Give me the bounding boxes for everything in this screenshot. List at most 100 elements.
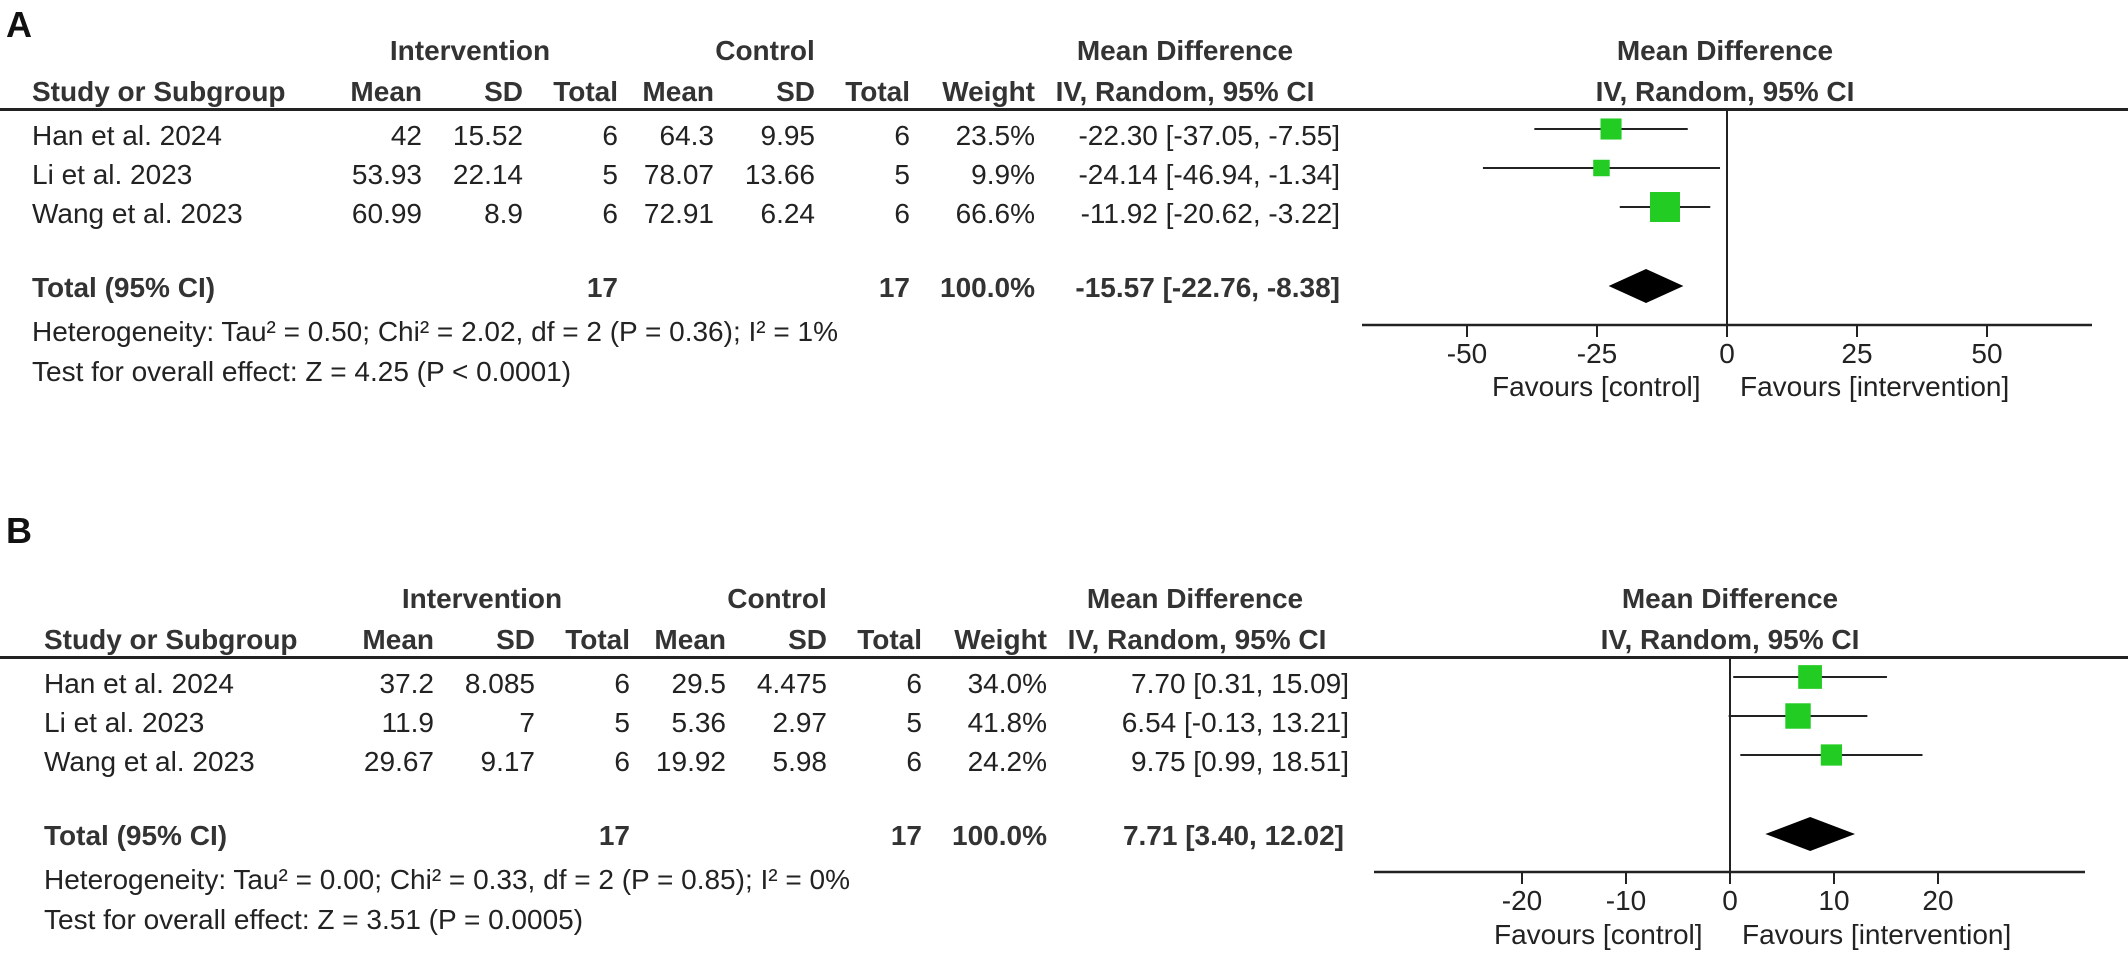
study-name: Han et al. 2024 bbox=[44, 668, 234, 699]
total1-cell: 6 bbox=[614, 668, 630, 699]
sd1-cell: 8.9 bbox=[484, 198, 523, 229]
summary-diamond bbox=[1765, 817, 1856, 851]
x-tick-label: -25 bbox=[1577, 338, 1617, 369]
total2-header: Total bbox=[845, 76, 910, 107]
weight-cell: 24.2% bbox=[967, 746, 1047, 777]
total1-cell: 6 bbox=[602, 120, 618, 151]
sd1-header: SD bbox=[496, 624, 535, 655]
mean2-cell: 78.07 bbox=[643, 159, 714, 190]
control-header: Control bbox=[727, 583, 827, 614]
total2-cell: 6 bbox=[894, 120, 910, 151]
study-marker bbox=[1593, 159, 1610, 177]
sd2-header: SD bbox=[788, 624, 827, 655]
weight-cell: 23.5% bbox=[955, 120, 1035, 151]
md-table-header: Mean Difference bbox=[1076, 35, 1294, 66]
mean2-cell: 29.5 bbox=[671, 668, 727, 699]
total2-cell: 6 bbox=[906, 746, 922, 777]
panel-label: B bbox=[6, 510, 32, 551]
sd2-header: SD bbox=[776, 76, 815, 107]
total1-header: Total bbox=[553, 76, 618, 107]
mean1-cell: 11.9 bbox=[381, 707, 434, 738]
total2-cell: 5 bbox=[906, 707, 922, 738]
total1-cell: 5 bbox=[614, 707, 630, 738]
sd2-cell: 6.24 bbox=[760, 198, 816, 229]
sd1-cell: 15.52 bbox=[452, 120, 523, 151]
mean2-header: Mean bbox=[642, 76, 714, 107]
total2-header: Total bbox=[857, 624, 922, 655]
intervention-header: Intervention bbox=[401, 583, 563, 614]
ci-cell: 6.54 [-0.13, 13.21] bbox=[1121, 707, 1349, 738]
study-marker bbox=[1600, 118, 1622, 140]
x-tick-label: 20 bbox=[1922, 885, 1953, 916]
sd2-cell: 5.98 bbox=[772, 746, 828, 777]
total1-cell: 17 bbox=[598, 820, 630, 851]
sd2-cell: 9.95 bbox=[760, 120, 816, 151]
total2-cell: 6 bbox=[894, 198, 910, 229]
intervention-header: Intervention bbox=[389, 35, 551, 66]
sd1-header: SD bbox=[484, 76, 523, 107]
weight-cell: 34.0% bbox=[967, 668, 1047, 699]
sd1-cell: 22.14 bbox=[452, 159, 523, 190]
weight-header: Weight bbox=[942, 76, 1035, 107]
sd1-cell: 7 bbox=[519, 707, 535, 738]
md-plot-header: Mean Difference bbox=[1621, 583, 1839, 614]
favours-control-label: Favours [control] bbox=[1492, 371, 1701, 402]
sd1-cell: 9.17 bbox=[480, 746, 536, 777]
panel-b: B Intervention Control Mean Difference M… bbox=[0, 480, 2128, 960]
ci-plot-header: IV, Random, 95% CI bbox=[1595, 76, 1855, 107]
x-tick-label: 10 bbox=[1818, 885, 1849, 916]
x-tick-label: 50 bbox=[1971, 338, 2002, 369]
sd2-cell: 2.97 bbox=[772, 707, 828, 738]
favours-intervention-label: Favours [intervention] bbox=[1742, 919, 2012, 950]
overall-effect-text: Test for overall effect: Z = 3.51 (P = 0… bbox=[44, 904, 584, 935]
mean1-cell: 37.2 bbox=[379, 668, 435, 699]
mean2-header: Mean bbox=[654, 624, 726, 655]
summary-diamond bbox=[1608, 269, 1684, 303]
study-column-header: Study or Subgroup bbox=[44, 624, 298, 655]
total2-cell: 5 bbox=[894, 159, 910, 190]
study-name: Han et al. 2024 bbox=[32, 120, 222, 151]
x-tick-label: 0 bbox=[1722, 885, 1738, 916]
heterogeneity-text: Heterogeneity: Tau² = 0.00; Chi² = 0.33,… bbox=[44, 864, 850, 895]
study-column-header: Study or Subgroup bbox=[32, 76, 286, 107]
total1-cell: 6 bbox=[602, 198, 618, 229]
x-tick-label: 25 bbox=[1841, 338, 1872, 369]
mean1-header: Mean bbox=[350, 76, 422, 107]
panel-label: A bbox=[6, 4, 32, 45]
total-label: Total (95% CI) bbox=[44, 820, 228, 851]
panel-a: A Intervention Control Mean Difference M… bbox=[0, 4, 2128, 402]
study-marker bbox=[1785, 703, 1811, 729]
study-name: Li et al. 2023 bbox=[32, 159, 193, 190]
header-divider bbox=[0, 108, 2128, 111]
sd1-cell: 8.085 bbox=[464, 668, 535, 699]
mean2-cell: 19.92 bbox=[655, 746, 726, 777]
ci-cell: -11.92 [-20.62, -3.22] bbox=[1080, 198, 1340, 229]
total2-cell: 6 bbox=[906, 668, 922, 699]
mean1-cell: 42 bbox=[390, 120, 422, 151]
mean1-cell: 53.93 bbox=[351, 159, 422, 190]
ci-cell: -15.57 [-22.76, -8.38] bbox=[1075, 272, 1340, 303]
weight-cell: 100.0% bbox=[952, 820, 1047, 851]
ci-cell: -24.14 [-46.94, -1.34] bbox=[1078, 159, 1340, 190]
total-label: Total (95% CI) bbox=[32, 272, 216, 303]
md-plot-header: Mean Difference bbox=[1616, 35, 1834, 66]
total2-cell: 17 bbox=[890, 820, 922, 851]
mean2-cell: 72.91 bbox=[643, 198, 714, 229]
study-marker bbox=[1820, 744, 1843, 766]
study-name: Wang et al. 2023 bbox=[32, 198, 243, 229]
forest-plot: -20 -10 0 10 20 bbox=[1374, 656, 2085, 916]
total1-cell: 5 bbox=[602, 159, 618, 190]
sd2-cell: 13.66 bbox=[744, 159, 815, 190]
mean1-cell: 29.67 bbox=[363, 746, 434, 777]
ci-table-header: IV, Random, 95% CI bbox=[1067, 624, 1327, 655]
x-tick-label: -10 bbox=[1606, 885, 1646, 916]
weight-cell: 9.9% bbox=[971, 159, 1035, 190]
x-tick-label: -20 bbox=[1502, 885, 1542, 916]
x-tick-label: 0 bbox=[1719, 338, 1735, 369]
ci-plot-header: IV, Random, 95% CI bbox=[1600, 624, 1860, 655]
ci-cell: 7.71 [3.40, 12.02] bbox=[1122, 820, 1344, 851]
overall-effect-text: Test for overall effect: Z = 4.25 (P < 0… bbox=[32, 356, 572, 387]
total1-header: Total bbox=[565, 624, 630, 655]
control-header: Control bbox=[715, 35, 815, 66]
total2-cell: 17 bbox=[878, 272, 910, 303]
